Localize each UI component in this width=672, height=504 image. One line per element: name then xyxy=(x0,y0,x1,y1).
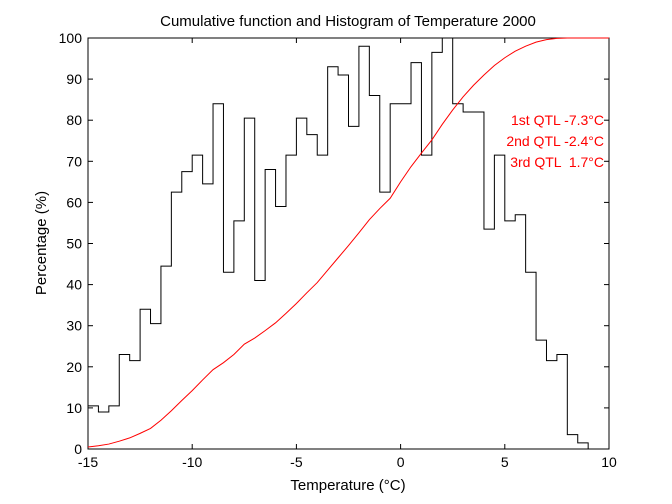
y-tick-label: 40 xyxy=(66,277,82,293)
annotation-q1: 1st QTL -7.3°C xyxy=(511,112,604,128)
y-tick-label: 0 xyxy=(74,441,82,457)
y-tick-label: 80 xyxy=(66,112,82,128)
y-tick-label: 20 xyxy=(66,359,82,375)
y-tick-label: 30 xyxy=(66,318,82,334)
histogram-series xyxy=(88,37,599,450)
quantile-annotations: 1st QTL -7.3°C 2nd QTL -2.4°C 3rd QTL 1.… xyxy=(506,112,604,170)
y-tick-label: 90 xyxy=(66,71,82,87)
y-tick-label: 100 xyxy=(59,30,83,46)
x-tick-label: -5 xyxy=(290,454,303,470)
annotation-q2: 2nd QTL -2.4°C xyxy=(506,133,604,149)
y-axis-ticks: 0 10 20 30 40 50 60 70 80 90 100 xyxy=(59,30,609,457)
y-tick-label: 60 xyxy=(66,194,82,210)
y-tick-label: 10 xyxy=(66,400,82,416)
x-tick-label: -10 xyxy=(182,454,202,470)
x-tick-label: 0 xyxy=(397,454,405,470)
x-axis-ticks: -15 -10 -5 0 5 10 xyxy=(78,38,617,470)
y-axis-label: Percentage (%) xyxy=(33,191,50,295)
x-tick-label: 10 xyxy=(601,454,617,470)
x-tick-label: 5 xyxy=(501,454,509,470)
x-tick-label: -15 xyxy=(78,454,98,470)
cumulative-series xyxy=(87,37,609,448)
plot-area: -15 -10 -5 0 5 10 0 10 20 30 40 50 60 70 80 90 100 xyxy=(59,30,617,470)
x-axis-label: Temperature (°C) xyxy=(290,477,405,494)
y-tick-label: 70 xyxy=(66,153,82,169)
y-tick-label: 50 xyxy=(66,236,82,252)
chart-title: Cumulative function and Histogram of Tem… xyxy=(160,13,536,30)
annotation-q3: 3rd QTL 1.7°C xyxy=(510,154,604,170)
